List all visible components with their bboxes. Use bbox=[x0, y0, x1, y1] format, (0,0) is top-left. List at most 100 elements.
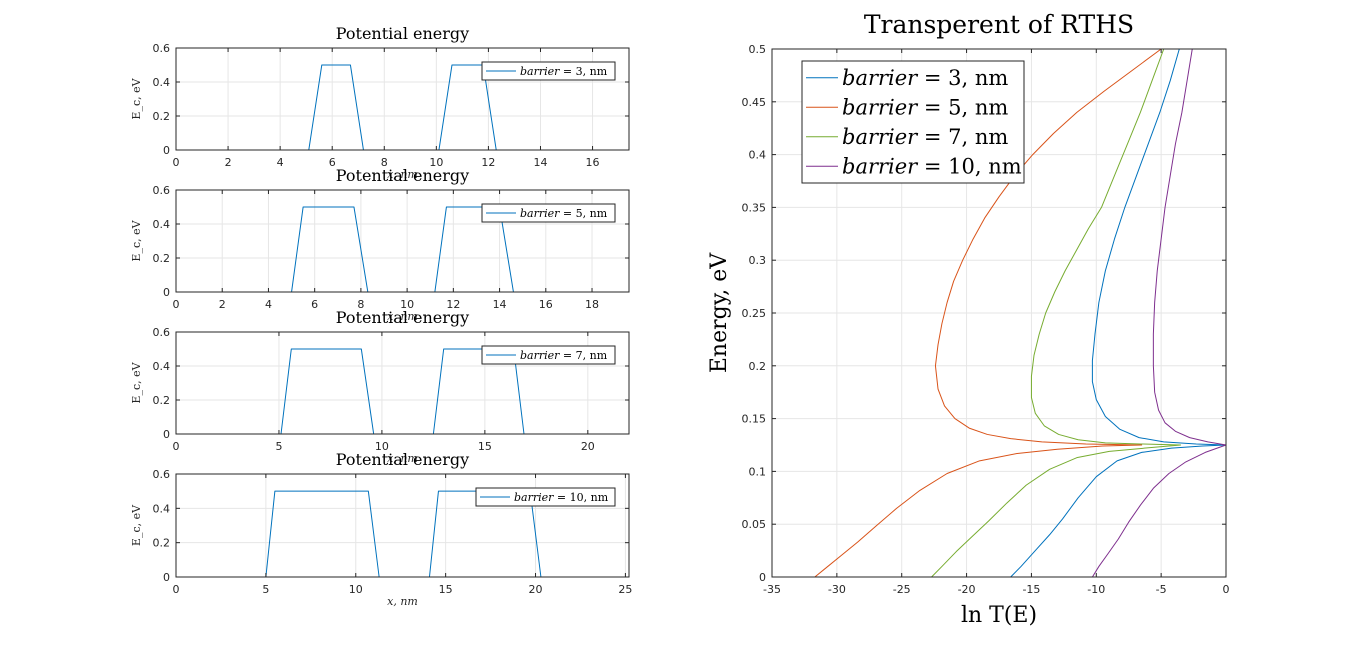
y-tick-label: 0.6 bbox=[153, 468, 171, 481]
chart-title: Potential energy bbox=[336, 24, 469, 43]
axes-box bbox=[175, 473, 630, 578]
legend-box bbox=[801, 60, 1025, 184]
x-tick-label: 6 bbox=[329, 156, 336, 169]
legend-label: barrier = 7, nm bbox=[842, 125, 1008, 149]
x-tick-label: -20 bbox=[958, 583, 976, 596]
y-axis-label: E_c, eV bbox=[130, 361, 143, 403]
y-tick-label: 0 bbox=[163, 144, 170, 157]
y-tick-label: 0.25 bbox=[742, 307, 767, 320]
chart-0: 0 2 4 6 8 10 12 14 16 0 0.2 0.4 0.6 Potential energy x… bbox=[130, 24, 630, 181]
x-tick-label: 14 bbox=[493, 298, 507, 311]
x-tick-label: 5 bbox=[262, 583, 269, 596]
chart-title: Potential energy bbox=[336, 166, 469, 185]
series-line-4 bbox=[1091, 48, 1227, 578]
legend-box bbox=[481, 203, 616, 223]
x-tick-label: 6 bbox=[311, 298, 318, 311]
x-tick-label: 0 bbox=[173, 583, 180, 596]
x-tick-label: 18 bbox=[585, 298, 599, 311]
y-tick-label: 0.05 bbox=[742, 518, 767, 531]
x-tick-label: 20 bbox=[581, 440, 595, 453]
y-tick-label: 0.3 bbox=[749, 254, 767, 267]
y-tick-label: 0.4 bbox=[153, 502, 171, 515]
series-line-1 bbox=[1010, 48, 1227, 578]
y-tick-label: 0 bbox=[163, 286, 170, 299]
y-tick-label: 0.4 bbox=[153, 218, 171, 231]
legend-label: barrier = 3, nm bbox=[520, 65, 608, 78]
x-axis-label: ln T(E) bbox=[961, 603, 1037, 628]
x-tick-label: 2 bbox=[219, 298, 226, 311]
legend: barrier = 3, nm barrier = 5, nm barrier = … bbox=[801, 60, 1025, 184]
axes-box bbox=[175, 47, 630, 151]
legend-box bbox=[481, 61, 616, 81]
x-tick-label: 4 bbox=[277, 156, 284, 169]
y-tick-label: 0 bbox=[759, 571, 766, 584]
x-tick-label: -30 bbox=[828, 583, 846, 596]
axes-box bbox=[175, 189, 630, 293]
legend-label: barrier = 10, nm bbox=[842, 155, 1022, 179]
x-tick-label: 12 bbox=[481, 156, 495, 169]
x-tick-label: 16 bbox=[539, 298, 553, 311]
legend: barrier = 5, nm bbox=[481, 203, 616, 223]
y-tick-label: 0.1 bbox=[749, 465, 767, 478]
y-tick-label: 0.45 bbox=[742, 96, 767, 109]
x-tick-label: 2 bbox=[225, 156, 232, 169]
legend: barrier = 7, nm bbox=[481, 345, 616, 365]
y-tick-label: 0.4 bbox=[749, 149, 767, 162]
x-axis-label: x, nm bbox=[387, 310, 418, 323]
x-tick-label: 8 bbox=[357, 298, 364, 311]
chart-title: Transperent of RTHS bbox=[864, 10, 1134, 39]
x-axis-label: x, nm bbox=[387, 452, 418, 465]
y-axis-label: E_c, eV bbox=[130, 219, 143, 261]
x-tick-label: 8 bbox=[381, 156, 388, 169]
x-tick-label: -10 bbox=[1087, 583, 1105, 596]
y-tick-label: 0.6 bbox=[153, 42, 171, 55]
y-tick-label: 0.35 bbox=[742, 201, 767, 214]
x-tick-label: 10 bbox=[429, 156, 443, 169]
x-tick-label: 5 bbox=[275, 440, 282, 453]
x-tick-label: 0 bbox=[1223, 583, 1230, 596]
x-tick-label: 16 bbox=[586, 156, 600, 169]
x-tick-label: 4 bbox=[265, 298, 272, 311]
y-tick-label: 0 bbox=[163, 571, 170, 584]
x-tick-label: 0 bbox=[173, 440, 180, 453]
legend-label: barrier = 5, nm bbox=[520, 207, 608, 220]
y-tick-label: 0 bbox=[163, 428, 170, 441]
x-tick-label: -5 bbox=[1156, 583, 1167, 596]
x-tick-label: 10 bbox=[400, 298, 414, 311]
y-axis-label: Energy, eV bbox=[707, 252, 732, 373]
x-axis-label: x, nm bbox=[387, 168, 418, 181]
y-tick-label: 0.2 bbox=[749, 360, 767, 373]
y-tick-label: 0.6 bbox=[153, 326, 171, 339]
y-tick-label: 0.4 bbox=[153, 76, 171, 89]
y-tick-label: 0.15 bbox=[742, 413, 767, 426]
y-tick-label: 0.2 bbox=[153, 394, 171, 407]
x-tick-label: -35 bbox=[763, 583, 781, 596]
y-tick-label: 0.2 bbox=[153, 252, 171, 265]
series-line-3 bbox=[931, 48, 1182, 578]
x-tick-label: -15 bbox=[1022, 583, 1040, 596]
x-tick-label: 0 bbox=[173, 298, 180, 311]
x-tick-label: 20 bbox=[529, 583, 543, 596]
x-tick-label: 14 bbox=[533, 156, 547, 169]
chart-1: 0 2 4 6 8 10 12 14 16 18 0 0.2 0.4 0.6 Potential energ… bbox=[130, 166, 630, 323]
y-tick-label: 0.5 bbox=[749, 43, 767, 56]
legend-label: barrier = 5, nm bbox=[842, 96, 1008, 120]
legend-label: barrier = 7, nm bbox=[520, 349, 608, 362]
x-tick-label: 10 bbox=[375, 440, 389, 453]
axes-box bbox=[175, 331, 630, 435]
x-tick-label: 15 bbox=[439, 583, 453, 596]
legend-label: barrier = 10, nm bbox=[514, 491, 609, 504]
x-tick-label: 15 bbox=[478, 440, 492, 453]
x-tick-label: -25 bbox=[893, 583, 911, 596]
x-tick-label: 0 bbox=[173, 156, 180, 169]
y-tick-label: 0.2 bbox=[153, 110, 171, 123]
x-tick-label: 12 bbox=[446, 298, 460, 311]
y-tick-label: 0.6 bbox=[153, 184, 171, 197]
chart-title: Potential energy bbox=[336, 308, 469, 327]
legend-box bbox=[475, 487, 616, 507]
y-tick-label: 0.4 bbox=[153, 360, 171, 373]
legend-label: barrier = 3, nm bbox=[842, 66, 1008, 90]
legend: barrier = 3, nm bbox=[481, 61, 616, 81]
